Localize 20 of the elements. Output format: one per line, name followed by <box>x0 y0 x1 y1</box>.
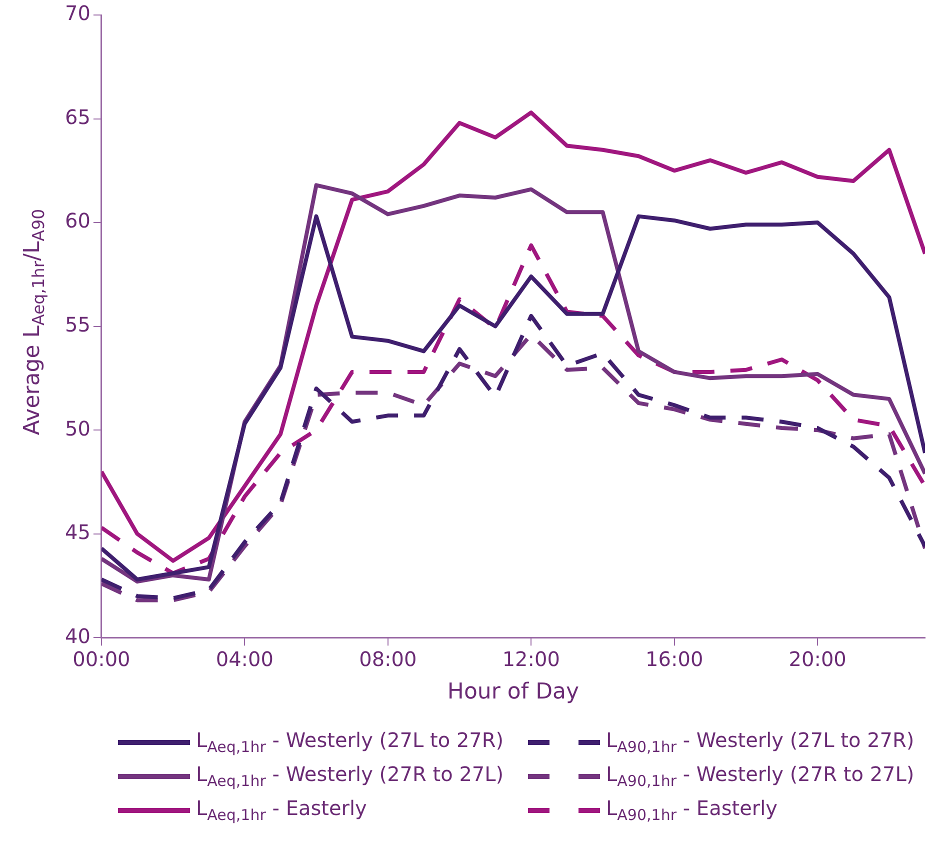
legend-label: L$_{A90,1hr}$ - Westerly (27L to 27R) <box>606 728 914 756</box>
y-tick-label: 55 <box>64 312 90 337</box>
y-tick-label: 50 <box>64 416 90 440</box>
y-tick-label: 60 <box>64 208 90 233</box>
legend-label: L$_{A90,1hr}$ - Westerly (27R to 27L) <box>606 762 914 790</box>
legend-label: L$_{Aeq,1hr}$ - Easterly <box>196 796 367 824</box>
legend-label: L$_{A90,1hr}$ - Easterly <box>606 796 778 824</box>
y-tick-label: 65 <box>64 104 90 129</box>
x-tick-label: 20:00 <box>788 646 846 671</box>
x-tick-label: 12:00 <box>502 646 560 671</box>
x-tick-label: 08:00 <box>359 646 417 671</box>
y-tick-label: 40 <box>64 624 90 648</box>
x-axis-title: Hour of Day <box>447 680 580 705</box>
legend-label: L$_{Aeq,1hr}$ - Westerly (27L to 27R) <box>196 728 504 756</box>
y-tick-label: 45 <box>64 520 90 544</box>
x-tick-label: 04:00 <box>216 646 274 671</box>
y-tick-label: 70 <box>64 1 90 26</box>
x-tick-label: 00:00 <box>72 646 130 671</box>
legend-label: L$_{Aeq,1hr}$ - Westerly (27R to 27L) <box>196 762 504 790</box>
x-tick-label: 16:00 <box>646 646 704 671</box>
